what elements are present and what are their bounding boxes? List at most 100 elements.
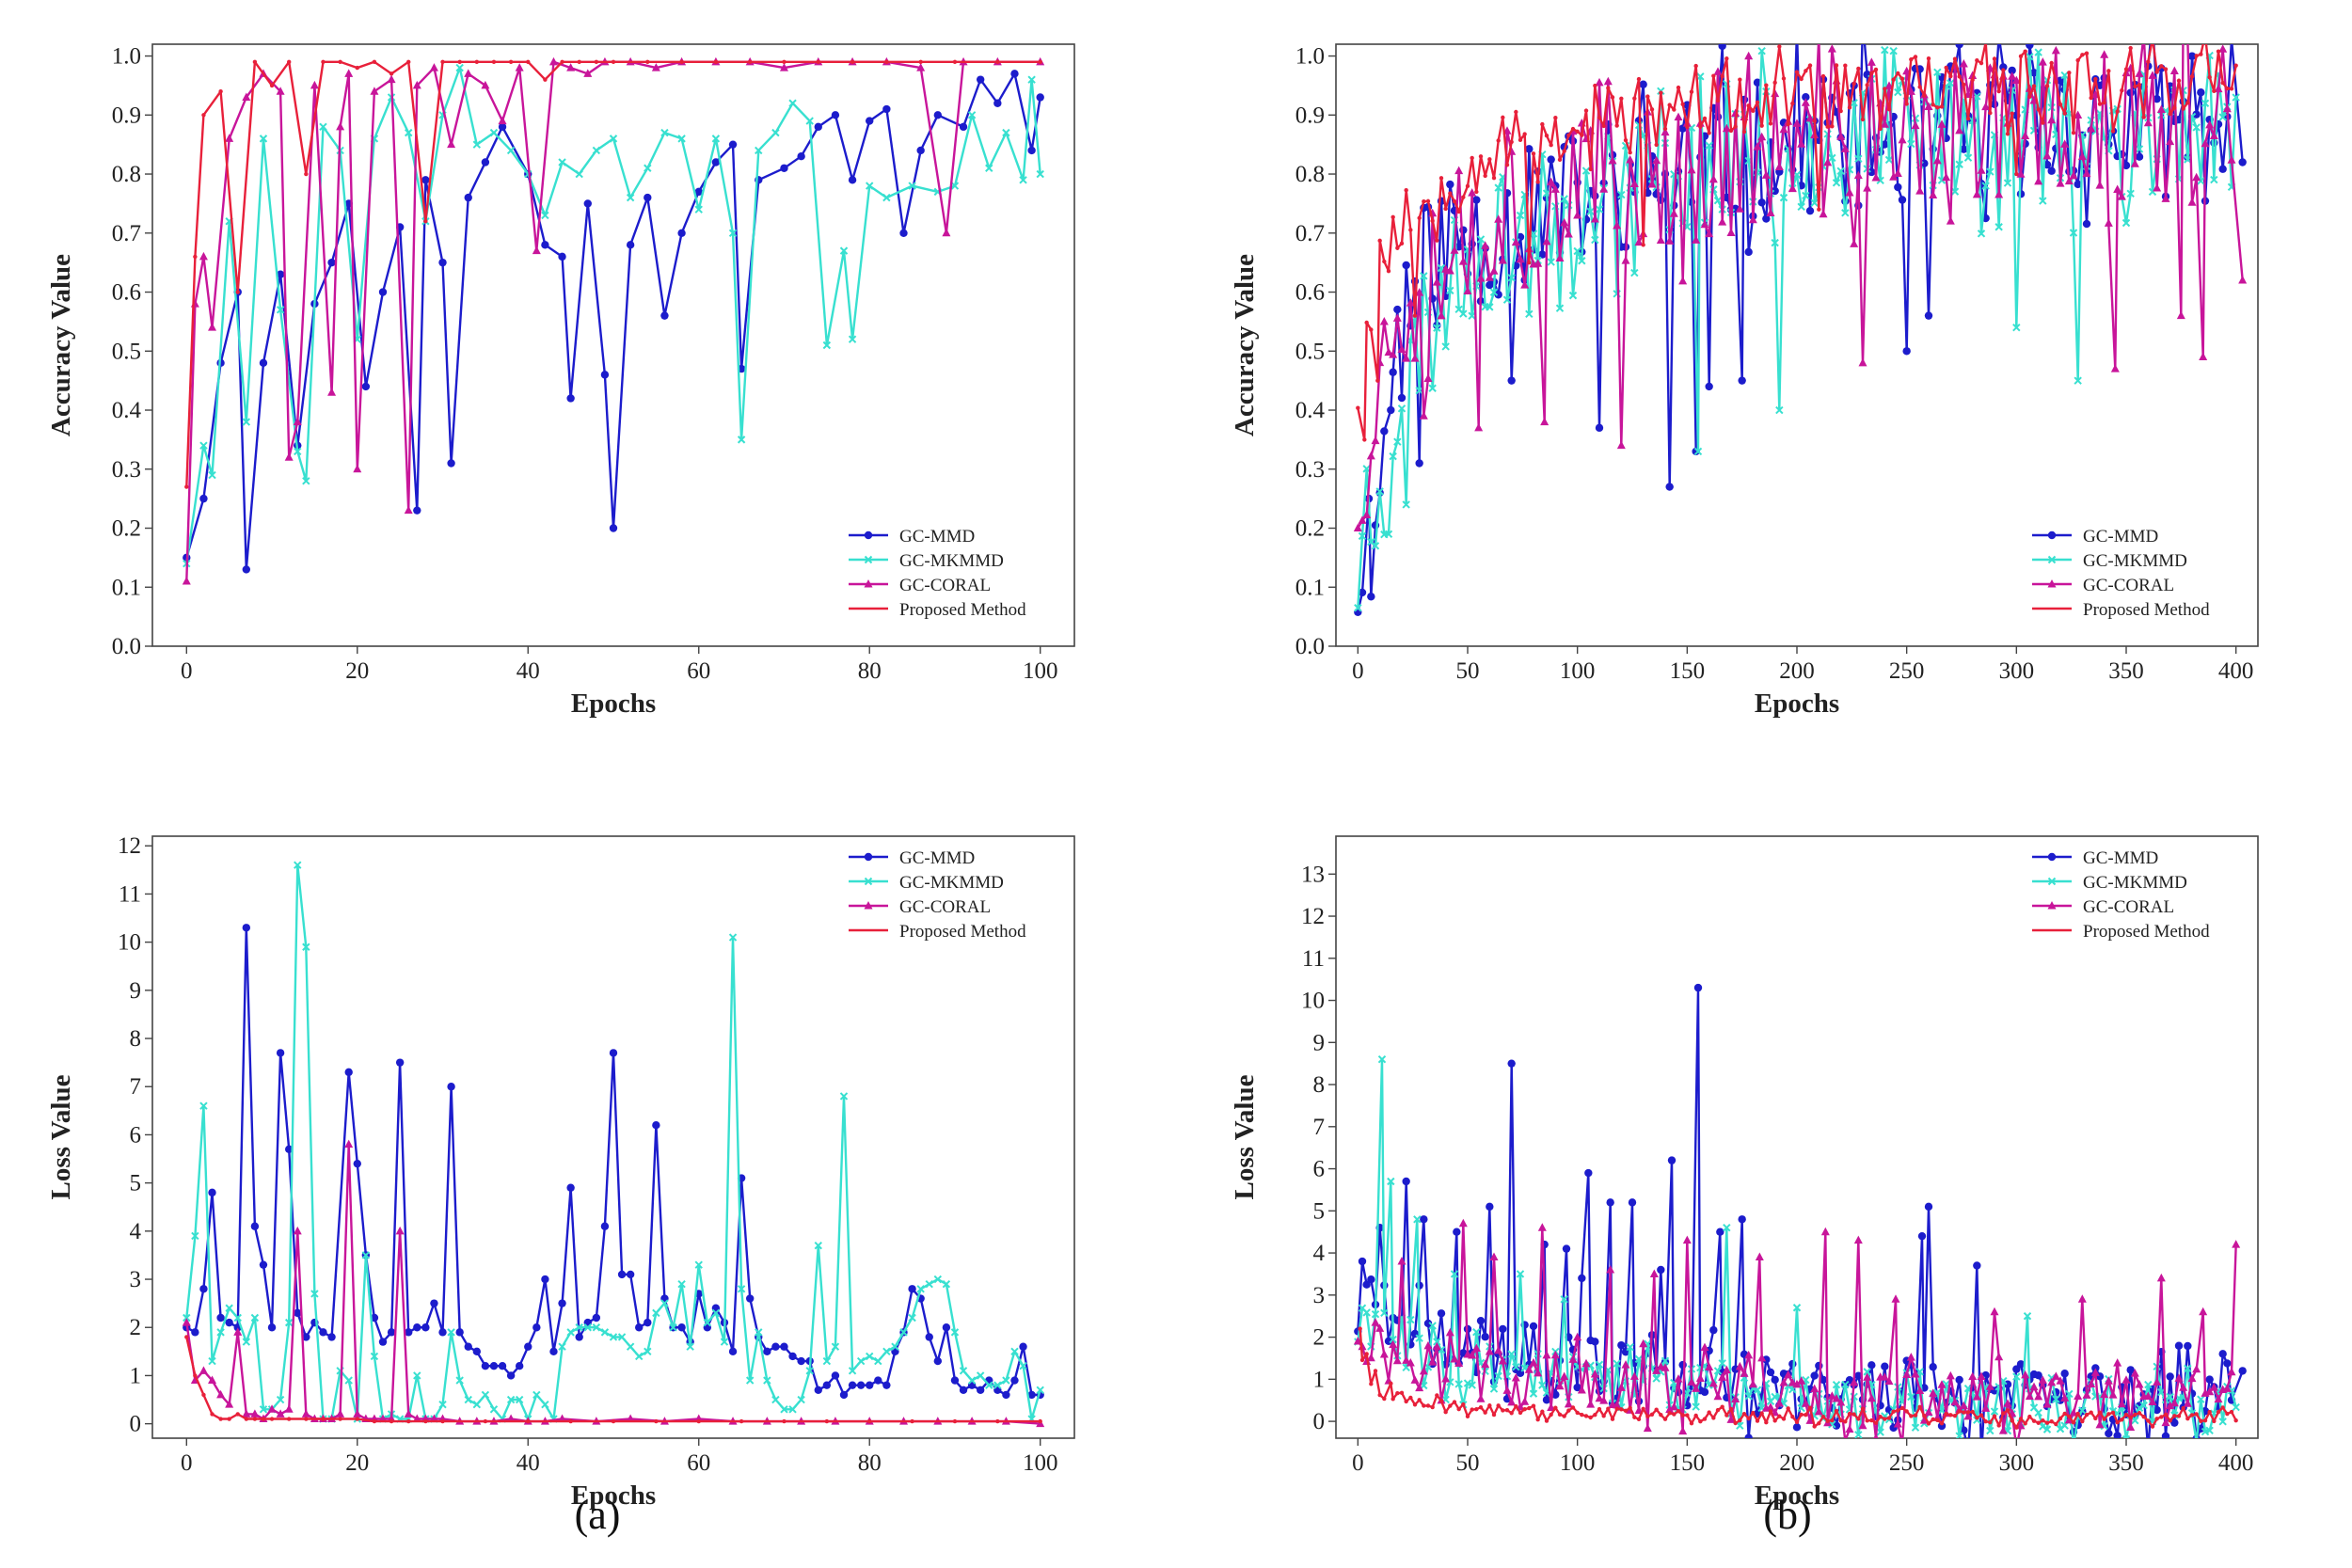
data-point: [1410, 1375, 1420, 1384]
data-point: [191, 1231, 199, 1241]
data-point: [2159, 64, 2164, 69]
data-point: [1975, 58, 1979, 63]
data-point: [1487, 157, 1492, 162]
data-point: [1489, 266, 1499, 275]
data-point: [1458, 257, 1468, 265]
data-point: [184, 1335, 189, 1339]
data-point: [1883, 87, 1887, 91]
data-point: [2218, 1418, 2227, 1426]
data-point: [1629, 1371, 1639, 1380]
data-point: [755, 146, 763, 155]
data-point: [1540, 1409, 1545, 1414]
data-point: [2100, 50, 2109, 58]
data-point: [1898, 135, 1907, 144]
data-point: [1964, 1446, 1972, 1453]
y-axis-label: Accuracy Value: [46, 254, 76, 436]
data-point: [294, 1308, 302, 1318]
y-tick-label: 0.7: [112, 221, 141, 246]
data-point: [882, 104, 891, 114]
data-point: [455, 1376, 464, 1385]
data-point: [1693, 63, 1698, 69]
data-point: [1570, 1405, 1576, 1410]
data-point: [2214, 1394, 2223, 1403]
data-point: [184, 484, 189, 489]
y-tick-label: 2: [1313, 1325, 1326, 1351]
data-point: [2194, 1412, 2199, 1417]
data-point: [1581, 166, 1591, 175]
data-point: [1036, 93, 1044, 102]
data-point: [1514, 1403, 1518, 1409]
data-point: [472, 1400, 482, 1409]
data-point: [344, 1068, 353, 1077]
data-point: [1955, 1432, 1963, 1438]
data-point: [1367, 1275, 1375, 1284]
data-point: [2120, 1418, 2124, 1422]
data-point: [1830, 1418, 1835, 1423]
data-point: [1373, 1369, 1378, 1373]
data-point: [2067, 1414, 2072, 1419]
data-point: [1498, 256, 1507, 264]
data-point: [2069, 229, 2078, 237]
data-point: [950, 1328, 960, 1337]
data-point: [1525, 309, 1534, 319]
y-tick-label: 0.9: [1295, 103, 1325, 128]
data-point: [1560, 1295, 1568, 1304]
data-point: [370, 1352, 379, 1361]
legend-label: GC-CORAL: [2083, 576, 2174, 595]
data-point: [1470, 155, 1474, 161]
data-point: [976, 1386, 985, 1395]
data-point: [1656, 235, 1665, 245]
data-point: [1358, 1326, 1362, 1331]
data-point: [1715, 98, 1721, 103]
data-point: [1929, 1363, 1937, 1371]
data-point: [1610, 1417, 1615, 1421]
data-point: [2144, 1445, 2152, 1452]
data-point: [950, 182, 960, 190]
data-point: [1652, 155, 1661, 165]
data-point: [1634, 237, 1644, 246]
data-point: [611, 59, 616, 65]
data-point: [344, 1376, 353, 1385]
data-point: [1454, 1380, 1463, 1388]
data-point: [788, 99, 797, 107]
y-tick-label: 10: [118, 930, 141, 956]
data-point: [1406, 1315, 1415, 1324]
data-point: [1591, 1338, 1599, 1346]
data-point: [1952, 1413, 1958, 1418]
data-point: [995, 1418, 1000, 1424]
data-point: [1748, 1379, 1757, 1388]
data-point: [1792, 1304, 1802, 1312]
data-point: [1619, 1407, 1624, 1412]
data-point: [617, 1333, 627, 1341]
data-point: [1551, 1390, 1560, 1399]
data-point: [694, 1414, 704, 1423]
data-point: [1913, 1413, 1918, 1418]
data-point: [2049, 1418, 2054, 1424]
data-point: [839, 246, 849, 255]
data-point: [560, 59, 564, 65]
data-point: [225, 1400, 234, 1408]
legend-marker: [2047, 901, 2057, 910]
data-point: [1371, 1318, 1380, 1326]
data-point: [284, 1318, 294, 1327]
data-point: [1735, 1361, 1744, 1370]
data-point: [1700, 1387, 1709, 1397]
data-point: [1544, 1418, 1549, 1423]
data-point: [1408, 1395, 1413, 1401]
data-point: [1540, 417, 1549, 426]
data-point: [1595, 423, 1604, 433]
data-point: [2161, 194, 2170, 202]
data-point: [1549, 143, 1553, 148]
data-point: [1371, 1309, 1380, 1319]
data-point: [626, 1414, 635, 1423]
data-point: [1568, 1354, 1578, 1363]
data-point: [1676, 1408, 1681, 1414]
data-point: [455, 1328, 464, 1337]
data-point: [1606, 1406, 1611, 1411]
data-point: [566, 63, 576, 71]
data-point: [541, 241, 549, 249]
data-point: [1738, 1215, 1746, 1224]
data-point: [1669, 1402, 1678, 1411]
data-point: [1649, 1412, 1655, 1417]
